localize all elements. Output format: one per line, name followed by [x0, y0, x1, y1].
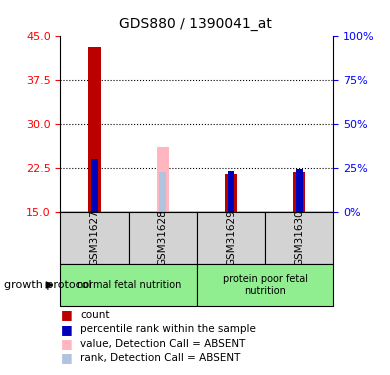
Bar	[296, 169, 303, 212]
Text: GSM31628: GSM31628	[158, 210, 168, 267]
Text: value, Detection Call = ABSENT: value, Detection Call = ABSENT	[80, 339, 245, 348]
Text: protein poor fetal
nutrition: protein poor fetal nutrition	[223, 274, 308, 296]
Bar	[265, 212, 333, 264]
Bar	[91, 159, 98, 212]
Bar	[129, 212, 197, 264]
Bar	[225, 174, 237, 212]
Text: percentile rank within the sample: percentile rank within the sample	[80, 324, 256, 334]
Bar	[228, 171, 234, 212]
Text: GSM31627: GSM31627	[90, 210, 99, 267]
Text: count: count	[80, 310, 110, 320]
Bar	[160, 172, 166, 212]
Text: ■: ■	[60, 309, 72, 321]
Text: GSM31629: GSM31629	[226, 210, 236, 267]
Text: ■: ■	[60, 323, 72, 336]
Bar	[197, 264, 333, 306]
Text: ■: ■	[60, 351, 72, 364]
Bar	[60, 212, 129, 264]
Text: GDS880 / 1390041_at: GDS880 / 1390041_at	[119, 17, 271, 31]
Text: GSM31630: GSM31630	[294, 210, 304, 266]
Bar	[197, 212, 265, 264]
Bar	[60, 264, 197, 306]
Text: normal fetal nutrition: normal fetal nutrition	[76, 280, 181, 290]
Text: rank, Detection Call = ABSENT: rank, Detection Call = ABSENT	[80, 353, 240, 363]
Bar	[157, 147, 169, 212]
Text: ■: ■	[60, 337, 72, 350]
Bar	[89, 47, 101, 212]
Text: growth protocol: growth protocol	[4, 280, 92, 290]
Bar	[293, 172, 305, 212]
